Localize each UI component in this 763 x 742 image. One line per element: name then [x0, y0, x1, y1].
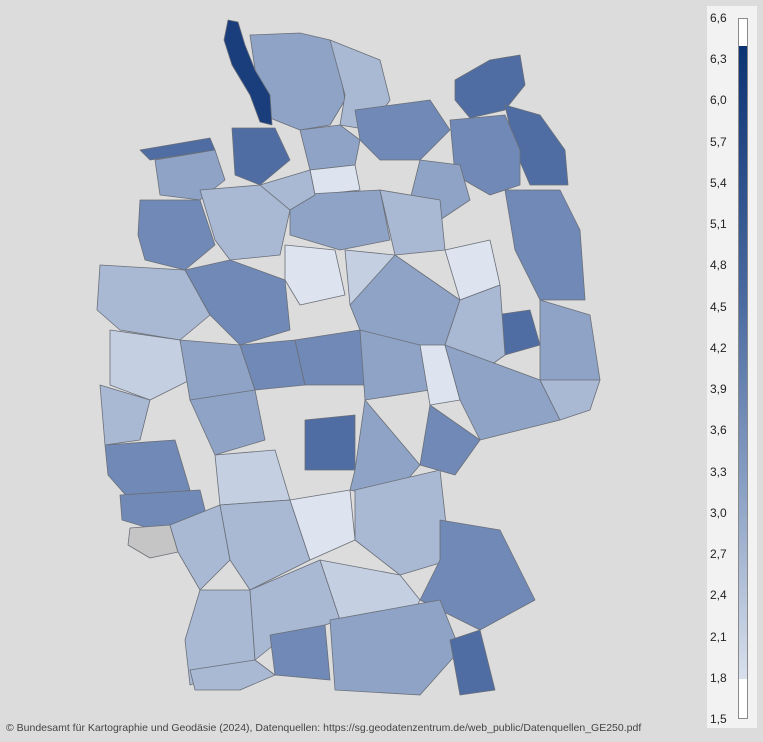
region-pfalz[interactable]: Pfalz — [169, 504, 231, 591]
legend-tick-label: 2,4 — [710, 588, 727, 603]
region-allgäu[interactable]: Allgäu — [269, 624, 331, 681]
region-thüringen-west[interactable]: Thüringen West — [294, 329, 366, 386]
germany-map[interactable]: NordfrieslandNordfriesische InselnSchles… — [0, 0, 700, 720]
legend-tick-label: 6,6 — [710, 11, 727, 25]
region-fulda[interactable]: Fulda — [304, 414, 356, 471]
region-köln-aachen[interactable]: Köln-Aachen — [99, 384, 151, 446]
region-hessen-mitte[interactable]: Hessen Mitte — [189, 389, 266, 456]
legend-color-bar — [738, 18, 748, 719]
region-hannover[interactable]: Hannover — [284, 244, 346, 306]
region-oberbayern[interactable]: Oberbayern — [329, 599, 461, 696]
region-oberpfalz[interactable]: Oberpfalz — [354, 469, 451, 576]
region-saarland[interactable]: Saarland — [127, 524, 179, 559]
region-emsland[interactable]: Emsland — [137, 199, 216, 271]
color-legend: 6,6 6,3 6,0 5,7 5,4 5,1 4,8 4,5 4,2 3,9 3,6 3,3 3,0 2… — [707, 6, 757, 728]
region-nordfriesische-inseln[interactable]: Nordfriesische Inseln — [223, 19, 273, 126]
legend-fill — [739, 46, 747, 679]
legend-tick-label: 6,3 — [710, 52, 727, 67]
region-dresden[interactable]: Dresden — [444, 344, 561, 441]
region-ruhrgebiet[interactable]: Ruhrgebiet — [109, 329, 191, 401]
region-eifel[interactable]: Eifel — [104, 439, 191, 501]
legend-tick-label: 3,6 — [710, 423, 727, 438]
legend-tick-label: 4,5 — [710, 299, 727, 314]
region-görlitz[interactable]: Görlitz — [539, 379, 601, 421]
region-hamburg[interactable]: Hamburg — [309, 164, 361, 196]
region-bodensee[interactable]: Bodensee — [189, 659, 276, 691]
legend-tick-label: 5,4 — [710, 175, 727, 190]
region-rhein-main[interactable]: Rhein-Main — [214, 449, 291, 506]
region-westfalen-nord[interactable]: Westfalen Nord — [184, 259, 291, 346]
region-berchtesgaden[interactable]: Berchtesgaden — [449, 629, 496, 696]
legend-tick-label: 5,1 — [710, 217, 727, 232]
attribution-footer: © Bundesamt für Kartographie und Geodäsi… — [6, 722, 642, 734]
region-nordbaden[interactable]: Nordbaden — [219, 499, 311, 591]
region-erzgebirge[interactable]: Erzgebirge — [419, 404, 481, 476]
region-altmark[interactable]: Altmark — [379, 189, 446, 256]
region-wilhelmshaven[interactable]: Wilhelmshaven — [231, 127, 291, 186]
choropleth-map[interactable]: NordfrieslandNordfriesische InselnSchles… — [0, 0, 700, 720]
legend-tick-label: 3,0 — [710, 505, 727, 520]
legend-tick-label: 6,0 — [710, 93, 727, 108]
legend-tick-label: 5,7 — [710, 134, 727, 149]
region-brandenburg-ost[interactable]: Brandenburg Ost — [504, 189, 586, 301]
legend-tick-label: 4,8 — [710, 258, 727, 273]
legend-tick-label: 4,2 — [710, 340, 727, 355]
legend-tick-label: 3,9 — [710, 382, 727, 397]
region-niedersachsen-nord[interactable]: Niedersachsen Nord — [289, 189, 391, 251]
region-rostock[interactable]: Rostock — [299, 124, 361, 171]
region-lüneburger-heide[interactable]: Lüneburger Heide — [259, 169, 316, 211]
regions-layer: NordfrieslandNordfriesische InselnSchles… — [96, 19, 601, 696]
legend-tick-label: 3,3 — [710, 464, 727, 479]
region-vorpommern-rügen[interactable]: Vorpommern-Rügen — [454, 54, 526, 119]
legend-tick-label: 1,8 — [710, 670, 727, 685]
legend-tick-label: 2,1 — [710, 629, 727, 644]
region-nordwestmecklenburg[interactable]: Nordwestmecklenburg — [354, 99, 451, 161]
legend-tick-label: 1,5 — [710, 712, 727, 726]
legend-tick-label: 2,7 — [710, 547, 727, 562]
